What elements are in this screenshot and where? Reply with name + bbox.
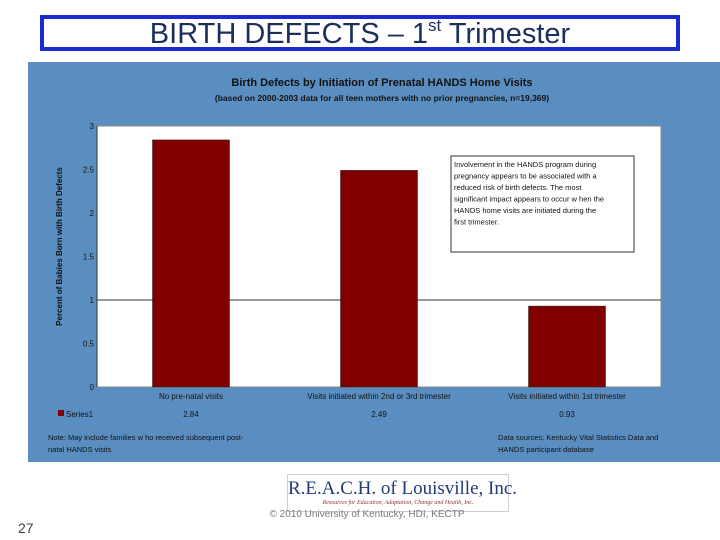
slide-title-end: Trimester [441,18,571,50]
logo-name: R.E.A.C.H. of Louisville, Inc. [288,478,518,499]
bar-2 [528,305,606,388]
reach-logo: R.E.A.C.H. of Louisville, Inc. Resources… [287,474,518,512]
annotation-line-4: HANDS home visits are initiated during t… [454,206,596,215]
bar-1 [340,170,418,388]
x-category-label-1: Visits initiated within 2nd or 3rd trime… [307,392,451,401]
logo-tagline: Resources for Education, Adaptation, Cha… [322,500,474,506]
chart-source-line-0: Data sources: Kentucky Vital Statistics … [498,433,658,442]
x-category-label-0: No pre-natal visits [159,392,223,401]
annotation-line-3: significant impact appears to occur w he… [454,195,604,204]
bar-0 [152,139,230,388]
chart-note-line-0: Note: May include families w ho received… [48,433,244,442]
data-table-value-1: 2.49 [371,410,387,419]
y-tick-label-2: 1 [90,296,95,305]
y-tick-label-0: 0 [90,383,95,392]
copyright-notice: © 2010 University of Kentucky, HDI, KECT… [269,509,465,520]
slide-title-sup: st [428,16,442,35]
y-tick-label-5: 2.5 [83,166,95,175]
legend-series-name: Series1 [66,410,94,419]
slide-title: BIRTH DEFECTS – 1st Trimester [150,17,570,49]
legend-swatch [58,410,64,416]
annotation-line-2: reduced risk of birth defects. The most [454,183,582,192]
annotation-line-5: first trimester. [454,218,499,227]
y-axis-label: Percent of Babies Born with Birth Defect… [55,167,64,326]
data-table-value-2: 0.93 [559,410,575,419]
chart-panel: Birth Defects by Initiation of Prenatal … [28,62,720,462]
page-number: 27 [18,520,34,536]
birth-defects-bar-chart: Birth Defects by Initiation of Prenatal … [48,77,662,454]
y-tick-label-4: 2 [90,209,95,218]
chart-title: Birth Defects by Initiation of Prenatal … [231,77,532,89]
chart-subtitle: (based on 2000-2003 data for all teen mo… [215,93,549,103]
y-tick-label-3: 1.5 [83,253,95,262]
y-tick-label-1: 0.5 [83,340,95,349]
annotation-line-1: pregnancy appears to be associated with … [454,172,597,181]
slide-title-main: BIRTH DEFECTS – 1 [149,18,429,50]
annotation-line-0: Involvement in the HANDS program during [454,160,596,169]
data-table-value-0: 2.84 [183,410,199,419]
y-tick-label-6: 3 [90,122,95,131]
chart-source-line-1: HANDS participant database [498,445,594,454]
annotation-box [450,155,635,253]
slide-title-box: BIRTH DEFECTS – 1st Trimester [40,15,680,51]
chart-note-line-1: natal HANDS visits [48,445,112,454]
x-category-label-2: Visits initiated within 1st trimester [508,392,626,401]
